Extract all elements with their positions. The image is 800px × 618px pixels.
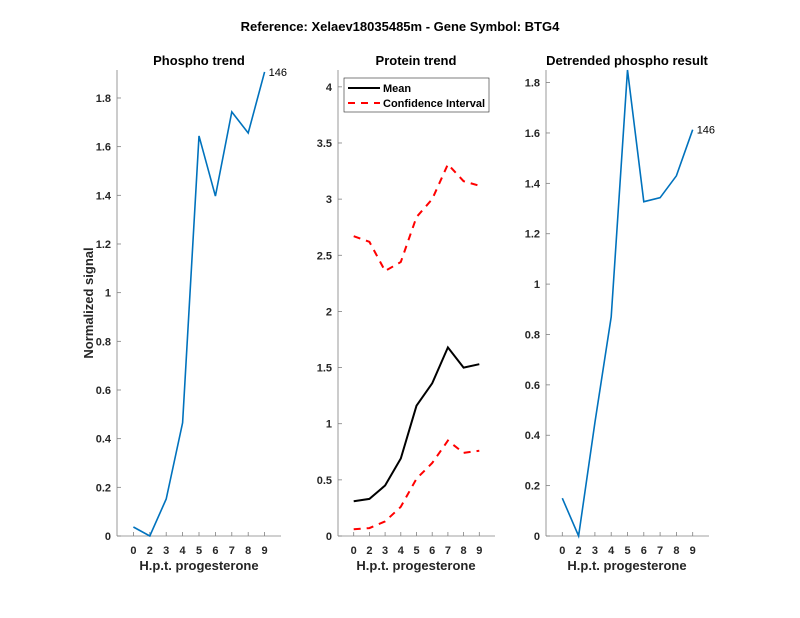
y-tick-label: 1	[105, 288, 111, 300]
end-annotation: 146	[269, 67, 287, 79]
x-tick-label: 2	[366, 545, 372, 557]
x-tick-label: 5	[196, 545, 202, 557]
x-tick-label: 2	[576, 545, 582, 557]
y-tick-label: 0	[534, 531, 540, 543]
x-tick-label: 6	[429, 545, 435, 557]
y-tick-label: 1.2	[525, 229, 540, 241]
x-tick-label: 3	[592, 545, 598, 557]
legend: Mean Confidence Interval	[343, 77, 490, 113]
y-tick-label: 1.6	[96, 142, 111, 154]
series-line-mean	[353, 345, 480, 503]
y-tick-label: 3	[326, 194, 332, 206]
x-tick-label: 5	[624, 545, 630, 557]
y-tick-label: 0.5	[317, 475, 332, 487]
y-tick-label: 1.8	[525, 78, 540, 90]
y-tick-label: 0.2	[96, 482, 111, 494]
end-annotation: 146	[697, 125, 715, 137]
y-tick-label: 0.2	[525, 481, 540, 493]
x-tick-label: 7	[657, 545, 663, 557]
x-tick-label: 0	[351, 545, 357, 557]
y-tick-label: 1	[326, 419, 332, 431]
panel-title: Protein trend	[376, 53, 457, 68]
x-tick-label: 9	[476, 545, 482, 557]
legend-entry-mean: Mean	[383, 83, 411, 95]
x-tick-label: 8	[461, 545, 467, 557]
y-tick-label: 1.4	[96, 190, 112, 202]
figure-title: Reference: Xelaev18035485m - Gene Symbol…	[241, 19, 560, 34]
x-tick-label: 3	[382, 545, 388, 557]
y-tick-label: 2.5	[317, 250, 332, 262]
x-tick-label: 6	[641, 545, 647, 557]
x-tick-label: 9	[690, 545, 696, 557]
y-tick-label: 0	[326, 531, 332, 543]
x-tick-label: 7	[229, 545, 235, 557]
y-tick-label: 0.4	[96, 434, 112, 446]
y-tick-label: 1.2	[96, 239, 111, 251]
x-tick-label: 0	[130, 545, 136, 557]
series-line-ci-lower	[353, 439, 480, 531]
y-tick-label: 0.8	[96, 336, 111, 348]
x-axis-label: H.p.t. progesterone	[356, 558, 475, 573]
y-tick-label: 2	[326, 306, 332, 318]
panel-protein-trend: 00.511.522.533.540 2 3 4 5 6 7 8 9 Protein trend…	[317, 53, 495, 573]
y-tick-label: 0.6	[96, 385, 111, 397]
y-tick-label: 3.5	[317, 138, 332, 150]
y-tick-label: 1	[534, 279, 540, 291]
x-tick-label: 2	[147, 545, 153, 557]
y-tick-label: 4	[326, 82, 333, 94]
x-tick-label: 7	[445, 545, 451, 557]
x-tick-label: 4	[608, 545, 615, 557]
x-tick-label: 8	[673, 545, 679, 557]
panel-title: Phospho trend	[153, 53, 245, 68]
y-tick-label: 1.8	[96, 93, 111, 105]
panel-detrended-phospho: 00.20.40.60.811.21.41.61.80 2 3 4 5 6 7 8 9 Detr…	[525, 53, 715, 573]
axes: 00.511.522.533.540 2 3 4 5 6 7 8 9	[317, 70, 495, 557]
y-tick-label: 0.8	[525, 329, 540, 341]
x-tick-label: 8	[245, 545, 251, 557]
x-tick-label: 9	[262, 545, 268, 557]
x-axis-label: H.p.t. progesterone	[567, 558, 686, 573]
y-tick-label: 1.4	[525, 178, 541, 190]
x-tick-label: 0	[559, 545, 565, 557]
x-tick-label: 6	[212, 545, 218, 557]
series-line	[561, 69, 694, 539]
y-tick-label: 1.6	[525, 128, 540, 140]
y-tick-label: 0	[105, 531, 111, 543]
y-axis-label: Normalized signal	[81, 247, 96, 358]
x-tick-label: 4	[180, 545, 187, 557]
legend-entry-ci: Confidence Interval	[383, 98, 485, 110]
legend-box	[343, 77, 490, 113]
x-tick-label: 4	[398, 545, 405, 557]
y-tick-label: 0.6	[525, 380, 540, 392]
y-tick-label: 1.5	[317, 363, 332, 375]
panel-title: Detrended phospho result	[546, 53, 708, 68]
axes: 00.20.40.60.811.21.41.61.80 2 3 4 5 6 7 8 9	[96, 70, 281, 557]
x-axis-label: H.p.t. progesterone	[139, 558, 258, 573]
series-line-ci-upper	[353, 162, 480, 273]
x-tick-label: 5	[413, 545, 419, 557]
axes: 00.20.40.60.811.21.41.61.80 2 3 4 5 6 7 8 9	[525, 70, 709, 557]
panel-phospho-trend: 00.20.40.60.811.21.41.61.80 2 3 4 5 6 7 8 9 Phos…	[81, 53, 287, 573]
y-tick-label: 0.4	[525, 430, 541, 442]
x-tick-label: 3	[163, 545, 169, 557]
series-line	[133, 71, 266, 538]
